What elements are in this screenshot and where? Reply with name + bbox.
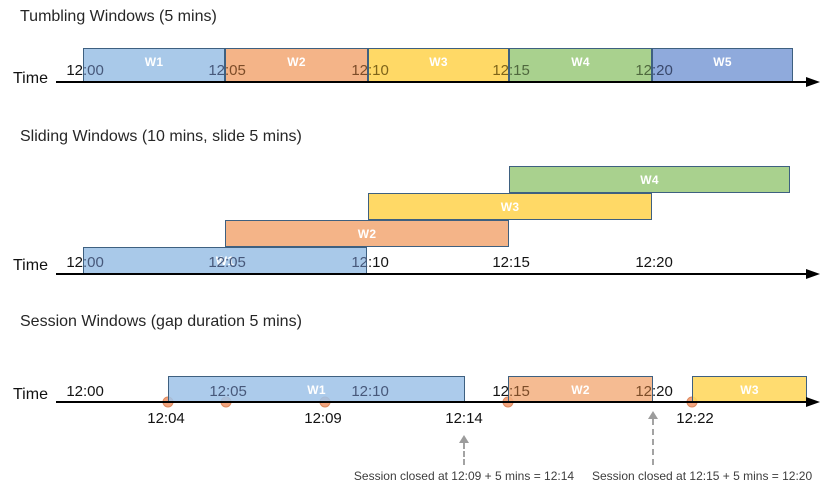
window-label: W1 — [144, 55, 164, 69]
tumbling-time-axis — [56, 81, 808, 83]
window-label: W2 — [571, 382, 590, 397]
sliding-axis-arrowhead-icon — [806, 269, 820, 279]
session-time-axis — [56, 401, 808, 403]
window-label: W2 — [287, 55, 306, 69]
session-close-annotation-2: Session closed at 12:15 + 5 mins = 12:20 — [592, 469, 813, 483]
session-axis-arrowhead-icon — [806, 397, 820, 407]
sliding-window-w4: W4 — [509, 166, 790, 193]
tumbling-window-w4: W4 — [509, 48, 652, 83]
window-label: W1 — [307, 382, 326, 397]
session-close-arrow-1-head-icon — [459, 435, 469, 443]
sliding-time-label: Time — [13, 257, 48, 274]
sliding-title: Sliding Windows (10 mins, slide 5 mins) — [20, 128, 302, 145]
sliding-window-w3: W3 — [368, 193, 652, 220]
window-label: W1 — [215, 253, 235, 268]
tumbling-axis-arrowhead-icon — [806, 77, 820, 87]
tumbling-window-w1: W1 — [83, 48, 225, 83]
window-label: W4 — [571, 55, 590, 69]
event-label-12-04: 12:04 — [147, 410, 185, 427]
event-label-12-22: 12:22 — [676, 410, 714, 427]
session-window-w1: W1 — [168, 376, 465, 403]
window-label: W5 — [713, 55, 732, 69]
event-label-12-14: 12:14 — [445, 410, 483, 427]
window-label: W2 — [357, 226, 377, 241]
window-label: W3 — [740, 382, 759, 397]
session-close-arrow-2-head-icon — [648, 411, 658, 419]
window-label: W3 — [500, 199, 520, 214]
tumbling-time-label: Time — [13, 70, 48, 87]
sliding-time-axis — [56, 273, 808, 275]
tumbling-window-w3: W3 — [368, 48, 509, 83]
session-title: Session Windows (gap duration 5 mins) — [20, 313, 302, 330]
tumbling-window-w5: W5 — [652, 48, 793, 83]
session-close-arrow-2 — [652, 419, 654, 465]
event-label-12-09: 12:09 — [304, 410, 342, 427]
session-window-w3: W3 — [692, 376, 807, 403]
session-close-annotation-1: Session closed at 12:09 + 5 mins = 12:14 — [353, 469, 575, 483]
sliding-window-w2: W2 — [225, 220, 509, 247]
tumbling-window-w2: W2 — [225, 48, 368, 83]
session-close-arrow-1 — [463, 443, 465, 465]
window-label: W4 — [640, 172, 659, 187]
session-time-label: Time — [13, 386, 48, 403]
tumbling-title: Tumbling Windows (5 mins) — [20, 8, 217, 25]
window-label: W3 — [429, 55, 448, 69]
